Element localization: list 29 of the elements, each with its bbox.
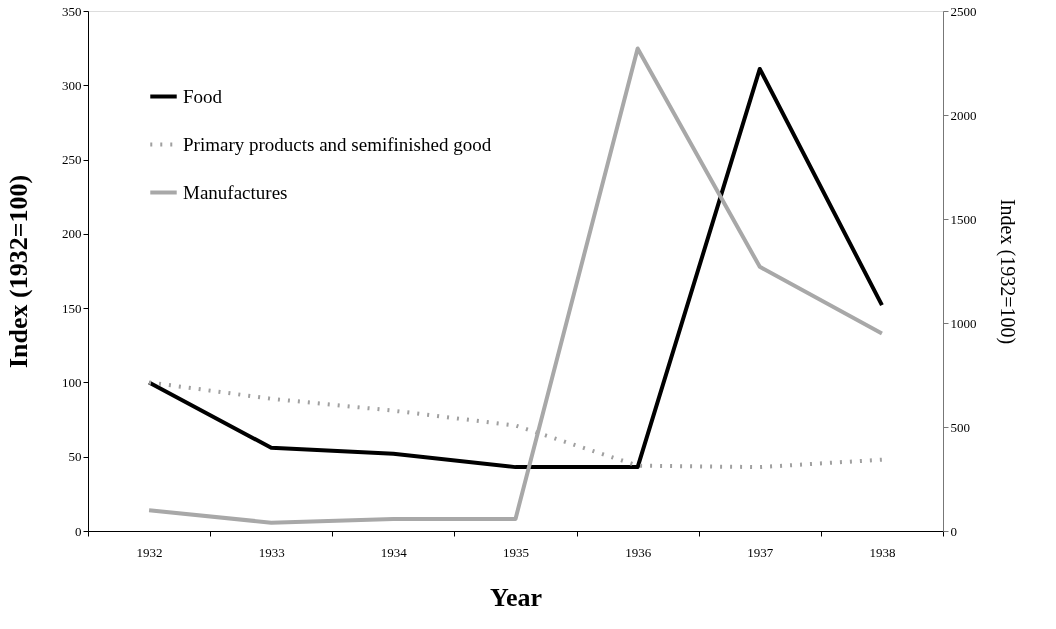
y2-axis-title: Index (1932=100) (995, 198, 1019, 345)
x-tick-label: 1936 (625, 544, 652, 560)
x-tick-label: 1934 (380, 544, 408, 560)
y-tick-label: 350 (62, 3, 82, 19)
y2-tick-label: 1000 (950, 315, 977, 331)
y2-tick-label: 0 (950, 523, 957, 539)
y2-tick-label: 1500 (950, 211, 977, 227)
y-tick-label: 50 (68, 449, 82, 465)
legend-label: Primary products and semifinished good (183, 133, 492, 155)
legend-label: Manufactures (183, 181, 288, 203)
y-tick-label: 100 (62, 374, 82, 390)
x-axis-title: Year (490, 582, 542, 612)
legend-label: Food (183, 85, 223, 107)
x-tick-label: 1935 (503, 544, 529, 560)
x-tick-label: 1932 (136, 544, 163, 560)
x-tick-label: 1933 (258, 544, 285, 560)
y-tick-label: 250 (62, 152, 82, 168)
y2-tick-label: 2000 (950, 107, 977, 123)
y-axis-title: Index (1932=100) (4, 174, 33, 369)
y-tick-label: 300 (62, 77, 82, 93)
y-tick-label: 200 (62, 226, 82, 242)
y-tick-label: 150 (62, 300, 82, 316)
x-tick-label: 1938 (869, 544, 896, 560)
y-tick-label: 0 (75, 523, 82, 539)
x-tick-label: 1937 (747, 544, 774, 560)
y2-tick-label: 500 (950, 419, 970, 435)
line-series (147, 46, 884, 525)
y2-tick-label: 2500 (950, 3, 977, 19)
line-series (147, 66, 884, 470)
